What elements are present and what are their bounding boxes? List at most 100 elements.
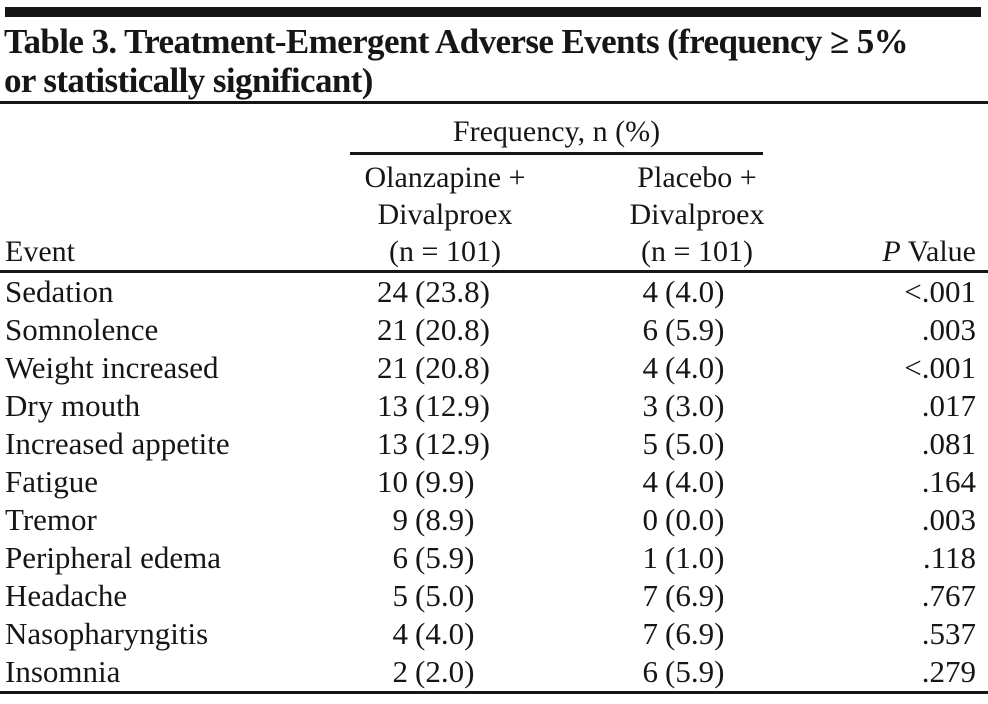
adverse-events-table: Frequency, n (%) Event Olanzapine + Diva… (0, 112, 988, 694)
placebo-percent: (4.0) (665, 274, 725, 309)
olanzapine-count: 13 (377, 388, 408, 423)
olanzapine-percent: (2.0) (415, 654, 475, 689)
column-header-row: Event Olanzapine + Divalproex (n = 101) … (0, 155, 988, 270)
olanzapine-percent: (9.9) (415, 464, 475, 499)
pvalue-cell: <.001 (904, 350, 976, 385)
column-header-pvalue: P Value (824, 233, 988, 270)
event-cell: Headache (5, 578, 128, 613)
olanzapine-cell: 4 (4.0) (332, 616, 558, 652)
olanzapine-count: 13 (377, 426, 408, 461)
placebo-percent: (5.9) (665, 654, 725, 689)
frequency-group-header: Frequency, n (%) (350, 112, 763, 155)
event-cell: Dry mouth (5, 388, 141, 423)
olanzapine-count: 5 (392, 578, 409, 613)
placebo-cell: 4 (4.0) (558, 464, 824, 500)
table-row: Somnolence 21 (20.8) 6 (5.9) .003 (0, 311, 988, 349)
title-rule (0, 101, 988, 104)
pvalue-cell: .118 (922, 540, 976, 575)
olanzapine-cell: 13 (12.9) (332, 388, 558, 424)
olanzapine-count: 10 (377, 464, 408, 499)
placebo-count: 4 (642, 464, 659, 499)
placebo-percent: (0.0) (665, 502, 725, 537)
event-cell: Weight increased (5, 350, 219, 385)
pvalue-cell: .164 (921, 464, 976, 499)
table-row: Weight increased 21 (20.8) 4 (4.0) <.001 (0, 349, 988, 387)
placebo-cell: 4 (4.0) (558, 350, 824, 386)
olanzapine-cell: 21 (20.8) (332, 350, 558, 386)
olanzapine-count: 2 (392, 654, 409, 689)
event-cell: Sedation (5, 274, 114, 309)
pvalue-cell: .003 (921, 502, 976, 537)
event-cell: Peripheral edema (5, 540, 222, 575)
olanzapine-cell: 10 (9.9) (332, 464, 558, 500)
olanzapine-cell: 6 (5.9) (332, 540, 558, 576)
placebo-count: 5 (642, 426, 659, 461)
olanzapine-count: 6 (392, 540, 409, 575)
event-cell: Fatigue (5, 464, 98, 499)
olanzapine-header-line-1: Olanzapine + (364, 161, 526, 194)
olanzapine-percent: (23.8) (415, 274, 490, 309)
placebo-percent: (3.0) (665, 388, 725, 423)
table-row: Tremor 9 (8.9) 0 (0.0) .003 (0, 501, 988, 539)
pvalue-header-rest: Value (900, 235, 976, 268)
table-row: Sedation 24 (23.8) 4 (4.0) <.001 (0, 273, 988, 311)
column-header-olanzapine: Olanzapine + Divalproex (n = 101) (332, 159, 558, 270)
placebo-count: 7 (642, 578, 659, 613)
column-header-placebo: Placebo + Divalproex (n = 101) (558, 159, 824, 270)
olanzapine-header-line-3: (n = 101) (389, 235, 501, 268)
placebo-count: 4 (642, 274, 659, 309)
event-cell: Increased appetite (5, 426, 230, 461)
spanner-spacer-right (824, 112, 988, 155)
olanzapine-count: 21 (377, 350, 408, 385)
table-title-line-2: or statistically significant) (4, 61, 373, 100)
placebo-percent: (1.0) (665, 540, 725, 575)
olanzapine-percent: (20.8) (415, 312, 490, 347)
olanzapine-percent: (4.0) (415, 616, 475, 651)
table-row: Increased appetite 13 (12.9) 5 (5.0) .08… (0, 425, 988, 463)
table-body: Sedation 24 (23.8) 4 (4.0) <.001 Somnole… (0, 273, 988, 691)
placebo-cell: 5 (5.0) (558, 426, 824, 462)
placebo-percent: (5.0) (665, 426, 725, 461)
placebo-cell: 3 (3.0) (558, 388, 824, 424)
table-row: Nasopharyngitis 4 (4.0) 7 (6.9) .537 (0, 615, 988, 653)
bottom-rule (0, 691, 988, 694)
olanzapine-count: 9 (392, 502, 409, 537)
olanzapine-cell: 24 (23.8) (332, 274, 558, 310)
olanzapine-header-line-2: Divalproex (377, 198, 513, 231)
placebo-cell: 0 (0.0) (558, 502, 824, 538)
top-rule-bar (5, 7, 981, 17)
placebo-header-line-2: Divalproex (629, 198, 765, 231)
placebo-cell: 1 (1.0) (558, 540, 824, 576)
placebo-count: 4 (642, 350, 659, 385)
event-cell: Nasopharyngitis (5, 616, 209, 651)
pvalue-cell: .003 (921, 312, 976, 347)
table-row: Peripheral edema 6 (5.9) 1 (1.0) .118 (0, 539, 988, 577)
olanzapine-percent: (8.9) (415, 502, 475, 537)
placebo-cell: 6 (5.9) (558, 312, 824, 348)
group-spanner-row: Frequency, n (%) (0, 112, 988, 155)
spanner-spacer-left (0, 112, 332, 155)
olanzapine-percent: (20.8) (415, 350, 490, 385)
placebo-count: 1 (642, 540, 659, 575)
placebo-percent: (5.9) (665, 312, 725, 347)
event-cell: Somnolence (5, 312, 159, 347)
olanzapine-count: 24 (377, 274, 408, 309)
spanner-cell: Frequency, n (%) (332, 112, 824, 155)
placebo-count: 0 (642, 502, 659, 537)
pvalue-cell: .017 (921, 388, 976, 423)
placebo-percent: (4.0) (665, 464, 725, 499)
placebo-percent: (4.0) (665, 350, 725, 385)
placebo-cell: 6 (5.9) (558, 654, 824, 690)
placebo-cell: 7 (6.9) (558, 616, 824, 652)
olanzapine-count: 4 (392, 616, 409, 651)
placebo-percent: (6.9) (665, 616, 725, 651)
pvalue-cell: <.001 (904, 274, 976, 309)
olanzapine-cell: 21 (20.8) (332, 312, 558, 348)
table-row: Fatigue 10 (9.9) 4 (4.0) .164 (0, 463, 988, 501)
placebo-count: 6 (642, 654, 659, 689)
olanzapine-percent: (12.9) (415, 388, 490, 423)
event-cell: Insomnia (5, 654, 121, 689)
olanzapine-percent: (5.0) (415, 578, 475, 613)
pvalue-cell: .537 (921, 616, 976, 651)
